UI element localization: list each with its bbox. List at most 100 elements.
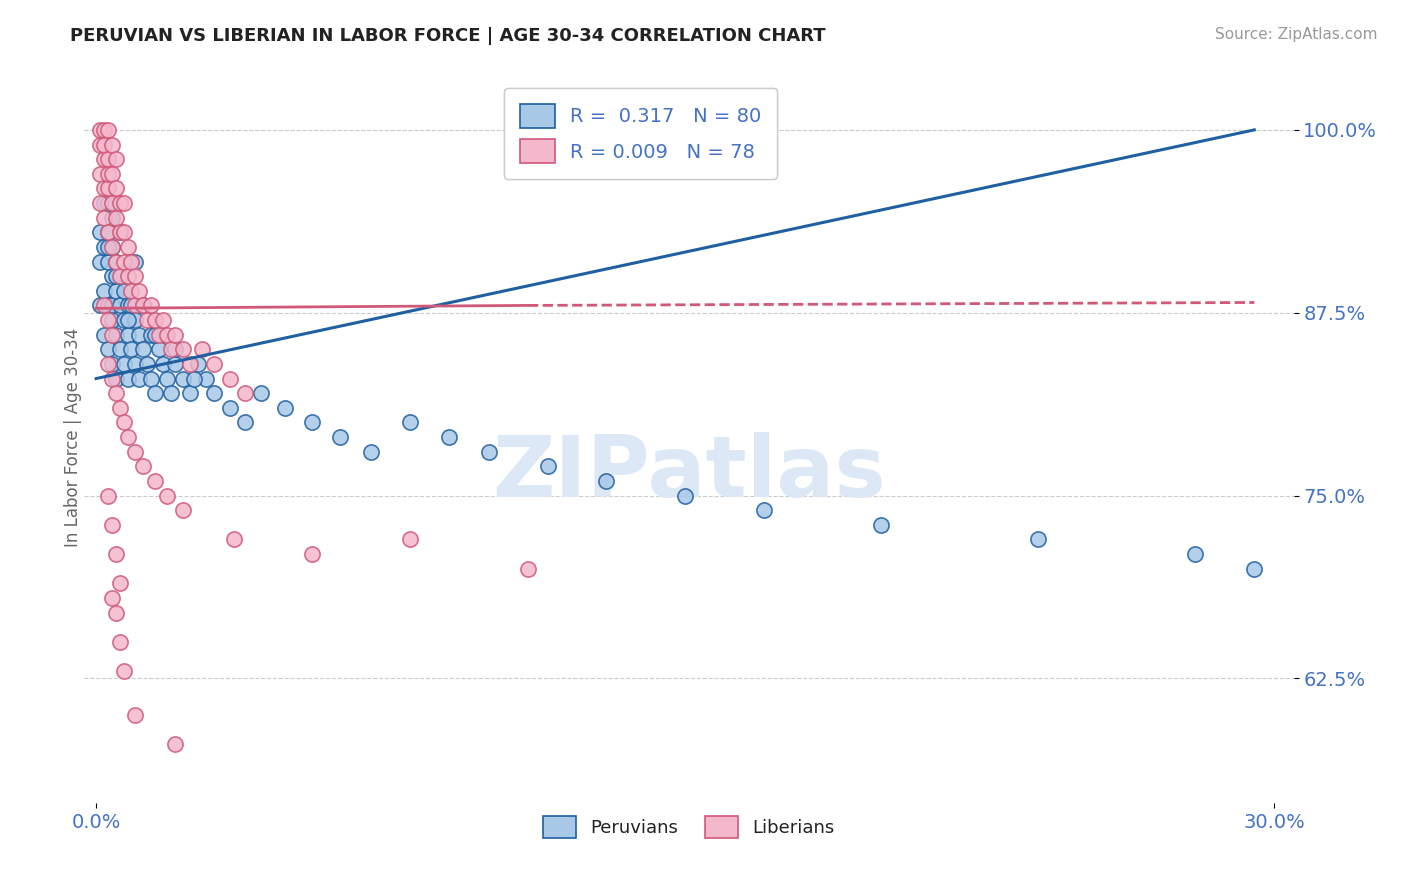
Point xyxy=(101,591,124,605)
Point xyxy=(104,254,127,268)
Point xyxy=(97,313,120,327)
Point xyxy=(97,167,120,181)
Point xyxy=(156,489,179,503)
Point xyxy=(112,416,135,430)
Point xyxy=(93,298,115,312)
Point xyxy=(101,327,124,342)
Point xyxy=(117,430,139,444)
Point xyxy=(93,211,115,225)
Point xyxy=(101,137,124,152)
Point xyxy=(97,240,120,254)
Point xyxy=(117,240,139,254)
Point xyxy=(132,298,155,312)
Point xyxy=(128,371,150,385)
Point xyxy=(399,533,422,547)
Point xyxy=(117,313,139,327)
Point xyxy=(163,327,186,342)
Point xyxy=(101,517,124,532)
Point xyxy=(399,416,422,430)
Point xyxy=(121,254,143,268)
Point xyxy=(93,181,115,195)
Point xyxy=(536,459,558,474)
Point xyxy=(121,343,143,357)
Point xyxy=(104,254,127,268)
Point xyxy=(152,357,174,371)
Point xyxy=(124,298,146,312)
Point xyxy=(112,357,135,371)
Point xyxy=(97,123,120,137)
Point xyxy=(870,517,893,532)
Point xyxy=(89,254,111,268)
Point xyxy=(117,269,139,284)
Point xyxy=(163,737,186,751)
Point xyxy=(124,269,146,284)
Point xyxy=(101,313,124,327)
Point xyxy=(89,196,111,211)
Point xyxy=(128,327,150,342)
Point xyxy=(93,196,115,211)
Point xyxy=(233,416,256,430)
Point xyxy=(163,357,186,371)
Y-axis label: In Labor Force | Age 30-34: In Labor Force | Age 30-34 xyxy=(65,327,82,547)
Point xyxy=(132,298,155,312)
Point xyxy=(156,327,179,342)
Point xyxy=(143,313,166,327)
Point xyxy=(101,298,124,312)
Point xyxy=(136,357,159,371)
Point xyxy=(124,708,146,723)
Point xyxy=(104,181,127,195)
Point xyxy=(202,386,225,401)
Point xyxy=(104,152,127,166)
Point xyxy=(93,327,115,342)
Point xyxy=(104,284,127,298)
Text: Source: ZipAtlas.com: Source: ZipAtlas.com xyxy=(1215,27,1378,42)
Point xyxy=(183,371,205,385)
Point xyxy=(195,371,218,385)
Point xyxy=(97,196,120,211)
Point xyxy=(104,386,127,401)
Point xyxy=(301,547,323,561)
Point xyxy=(108,298,131,312)
Point xyxy=(172,343,194,357)
Point xyxy=(439,430,461,444)
Point xyxy=(108,576,131,591)
Point xyxy=(112,225,135,239)
Point xyxy=(89,123,111,137)
Point xyxy=(139,298,162,312)
Point xyxy=(159,343,181,357)
Point xyxy=(517,562,540,576)
Point xyxy=(89,298,111,312)
Point xyxy=(172,503,194,517)
Point xyxy=(124,254,146,268)
Point xyxy=(1184,547,1206,561)
Point xyxy=(93,240,115,254)
Point xyxy=(112,284,135,298)
Point xyxy=(1243,562,1265,576)
Point xyxy=(595,474,617,488)
Point xyxy=(139,371,162,385)
Point xyxy=(124,313,146,327)
Point xyxy=(89,137,111,152)
Point xyxy=(93,123,115,137)
Point xyxy=(360,444,382,458)
Point xyxy=(187,357,209,371)
Point xyxy=(117,327,139,342)
Point xyxy=(89,167,111,181)
Point xyxy=(163,343,186,357)
Point xyxy=(179,386,201,401)
Point xyxy=(156,371,179,385)
Point xyxy=(218,371,240,385)
Point xyxy=(132,298,155,312)
Point xyxy=(112,313,135,327)
Point xyxy=(104,547,127,561)
Point xyxy=(97,343,120,357)
Point xyxy=(222,533,245,547)
Point xyxy=(128,284,150,298)
Point xyxy=(97,181,120,195)
Point xyxy=(108,343,131,357)
Point xyxy=(124,444,146,458)
Point xyxy=(301,416,323,430)
Point xyxy=(108,401,131,415)
Point xyxy=(97,254,120,268)
Point xyxy=(148,343,170,357)
